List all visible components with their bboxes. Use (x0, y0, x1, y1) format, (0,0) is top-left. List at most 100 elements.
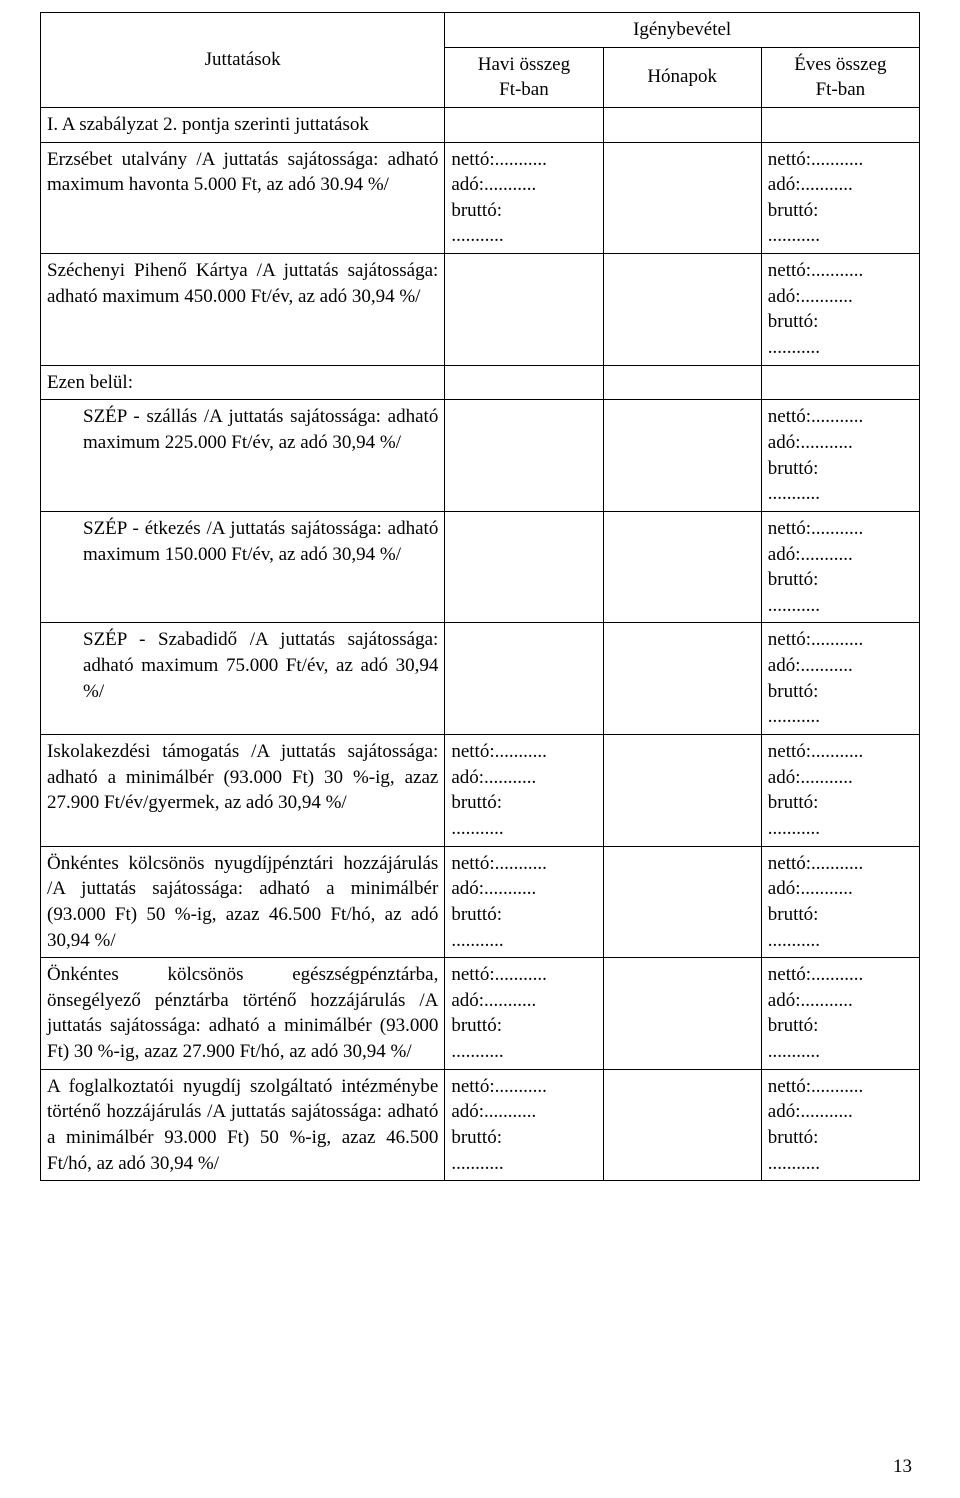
ado-label: adó:........... (768, 878, 853, 899)
dots-label: ........... (768, 706, 820, 727)
row-months-iskolakezdesi (603, 735, 761, 847)
empty-cell (761, 365, 919, 400)
ado-label: adó:........... (451, 174, 536, 195)
row-monthly-szep-szabadido (445, 623, 603, 735)
row-yearly-szep-etkezes: nettó:........... adó:........... bruttó… (761, 511, 919, 623)
netto-label: nettó:........... (451, 964, 547, 985)
ado-label: adó:........... (768, 990, 853, 1011)
row-monthly-onkentes-nyugdij: nettó:........... adó:........... bruttó… (445, 846, 603, 958)
header-havi-unit: Ft-ban (499, 79, 549, 100)
dots-label: ........... (768, 225, 820, 246)
page-number: 13 (893, 1456, 912, 1478)
netto-label: nettó:........... (768, 964, 864, 985)
ado-label: adó:........... (451, 878, 536, 899)
brutto-label: bruttó: (768, 904, 819, 925)
netto-label: nettó:........... (768, 518, 864, 539)
row-desc-szechenyi: Széchenyi Pihenő Kártya /A juttatás sajá… (41, 254, 445, 366)
row-desc-ezen-belul: Ezen belül: (41, 365, 445, 400)
brutto-label: bruttó: (451, 200, 502, 221)
netto-label: nettó:........... (451, 1076, 547, 1097)
brutto-label: bruttó: (768, 681, 819, 702)
netto-label: nettó:........... (768, 149, 864, 170)
dots-label: ........... (768, 483, 820, 504)
netto-label: nettó:........... (768, 741, 864, 762)
header-honapok: Hónapok (603, 47, 761, 107)
section-title: I. A szabályzat 2. pontja szerinti jutta… (41, 107, 445, 142)
dots-label: ........... (768, 595, 820, 616)
brutto-label: bruttó: (768, 458, 819, 479)
row-monthly-iskolakezdesi: nettó:........... adó:........... bruttó… (445, 735, 603, 847)
row-monthly-foglalkoztatoi: nettó:........... adó:........... bruttó… (445, 1069, 603, 1181)
row-yearly-onkentes-nyugdij: nettó:........... adó:........... bruttó… (761, 846, 919, 958)
table-row: Önkéntes kölcsönös nyugdíjpénztári hozzá… (41, 846, 920, 958)
brutto-label: bruttó: (768, 311, 819, 332)
ado-label: adó:........... (768, 655, 853, 676)
netto-label: nettó:........... (768, 1076, 864, 1097)
table-row: Iskolakezdési támogatás /A juttatás sajá… (41, 735, 920, 847)
brutto-label: bruttó: (768, 1015, 819, 1036)
brutto-label: bruttó: (451, 792, 502, 813)
table-header-row-1: Juttatások Igénybevétel (41, 13, 920, 48)
row-desc-foglalkoztatoi: A foglalkoztatói nyugdíj szolgáltató int… (41, 1069, 445, 1181)
row-yearly-onkentes-egeszseg: nettó:........... adó:........... bruttó… (761, 958, 919, 1070)
row-desc-erzsebet: Erzsébet utalvány /A juttatás sajátosság… (41, 142, 445, 254)
dots-label: ........... (451, 930, 503, 951)
header-havi-osszeg: Havi összeg Ft-ban (445, 47, 603, 107)
row-months-erzsebet (603, 142, 761, 254)
header-igenybevetel: Igénybevétel (445, 13, 920, 48)
ado-label: adó:........... (768, 767, 853, 788)
brutto-label: bruttó: (768, 200, 819, 221)
dots-label: ........... (451, 225, 503, 246)
brutto-label: bruttó: (768, 1127, 819, 1148)
row-yearly-iskolakezdesi: nettó:........... adó:........... bruttó… (761, 735, 919, 847)
row-months-foglalkoztatoi (603, 1069, 761, 1181)
netto-label: nettó:........... (768, 260, 864, 281)
netto-label: nettó:........... (451, 149, 547, 170)
table-row: Ezen belül: (41, 365, 920, 400)
brutto-label: bruttó: (451, 1015, 502, 1036)
ado-label: adó:........... (451, 990, 536, 1011)
row-monthly-szechenyi (445, 254, 603, 366)
table-row: Erzsébet utalvány /A juttatás sajátosság… (41, 142, 920, 254)
brutto-label: bruttó: (451, 1127, 502, 1148)
row-desc-szep-szabadido: SZÉP - Szabadidő /A juttatás sajátossága… (41, 623, 445, 735)
dots-label: ........... (768, 1153, 820, 1174)
dots-label: ........... (451, 818, 503, 839)
row-monthly-onkentes-egeszseg: nettó:........... adó:........... bruttó… (445, 958, 603, 1070)
row-months-szechenyi (603, 254, 761, 366)
empty-cell (445, 365, 603, 400)
row-yearly-szep-szabadido: nettó:........... adó:........... bruttó… (761, 623, 919, 735)
dots-label: ........... (768, 818, 820, 839)
row-desc-onkentes-nyugdij: Önkéntes kölcsönös nyugdíjpénztári hozzá… (41, 846, 445, 958)
header-havi-label: Havi összeg (478, 54, 570, 75)
ado-label: adó:........... (768, 1101, 853, 1122)
empty-cell (603, 365, 761, 400)
table-row: SZÉP - étkezés /A juttatás sajátossága: … (41, 511, 920, 623)
row-monthly-szep-szallas (445, 400, 603, 512)
row-yearly-szep-szallas: nettó:........... adó:........... bruttó… (761, 400, 919, 512)
empty-cell (761, 107, 919, 142)
row-months-onkentes-egeszseg (603, 958, 761, 1070)
row-desc-onkentes-egeszseg: Önkéntes kölcsönös egészségpénztárba, ön… (41, 958, 445, 1070)
row-desc-szep-etkezes: SZÉP - étkezés /A juttatás sajátossága: … (41, 511, 445, 623)
section-title-row: I. A szabályzat 2. pontja szerinti jutta… (41, 107, 920, 142)
ado-label: adó:........... (768, 174, 853, 195)
row-months-szep-etkezes (603, 511, 761, 623)
ado-label: adó:........... (451, 767, 536, 788)
table-row: Széchenyi Pihenő Kártya /A juttatás sajá… (41, 254, 920, 366)
dots-label: ........... (451, 1041, 503, 1062)
netto-label: nettó:........... (768, 629, 864, 650)
benefits-table: Juttatások Igénybevétel Havi összeg Ft-b… (40, 12, 920, 1181)
row-months-szep-szallas (603, 400, 761, 512)
document-page: Juttatások Igénybevétel Havi összeg Ft-b… (0, 0, 960, 1498)
row-yearly-szechenyi: nettó:........... adó:........... bruttó… (761, 254, 919, 366)
dots-label: ........... (768, 1041, 820, 1062)
dots-label: ........... (451, 1153, 503, 1174)
row-monthly-szep-etkezes (445, 511, 603, 623)
netto-label: nettó:........... (768, 853, 864, 874)
table-row: SZÉP - szállás /A juttatás sajátossága: … (41, 400, 920, 512)
brutto-label: bruttó: (768, 792, 819, 813)
header-eves-osszeg: Éves összeg Ft-ban (761, 47, 919, 107)
empty-cell (445, 107, 603, 142)
row-desc-iskolakezdesi: Iskolakezdési támogatás /A juttatás sajá… (41, 735, 445, 847)
